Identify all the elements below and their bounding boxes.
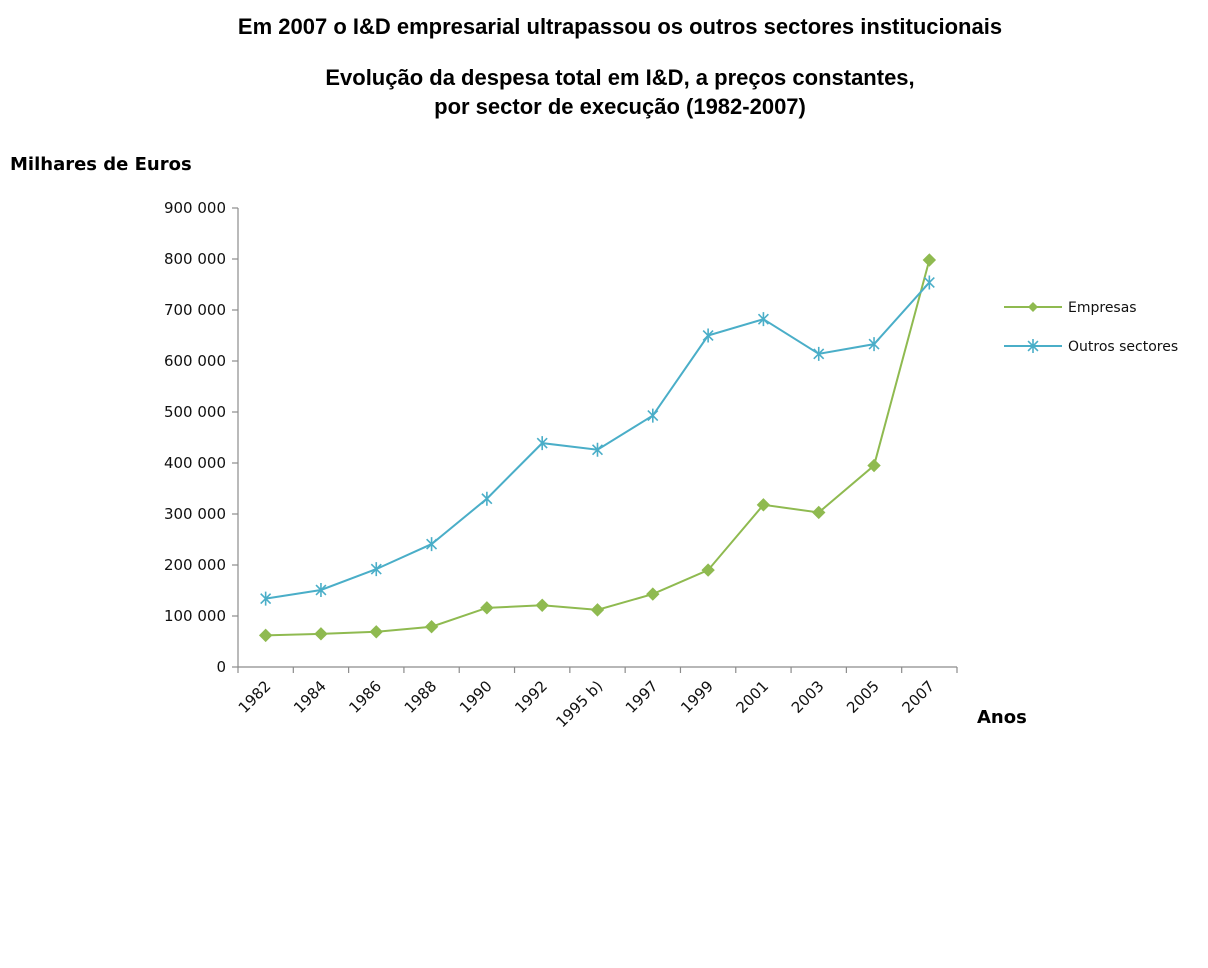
data-point-empresas: [314, 627, 328, 641]
data-point-outros-sectores: [813, 346, 825, 361]
data-point-empresas: [646, 587, 660, 601]
data-point-empresas: [701, 563, 715, 577]
y-tick-label: 200 000: [164, 556, 226, 574]
x-tick-label: 2007: [898, 677, 938, 717]
headline: Em 2007 o I&D empresarial ultrapassou os…: [237, 14, 1003, 39]
legend-label-empresas: Empresas: [1068, 300, 1137, 316]
x-tick-label: 1995 b): [552, 677, 606, 731]
data-point-empresas: [867, 458, 881, 473]
y-tick-label: 0: [216, 658, 226, 676]
x-tick-label: 2005: [843, 677, 883, 717]
y-tick-label: 600 000: [164, 352, 226, 370]
data-point-empresas: [369, 625, 383, 639]
legend-label-outros-sectores: Outros sectores: [1068, 339, 1178, 355]
data-point-outros-sectores: [868, 337, 880, 352]
x-tick-label: 1986: [345, 677, 385, 717]
y-tick-label: 700 000: [164, 301, 226, 319]
data-point-empresas: [480, 601, 494, 615]
data-point-empresas: [258, 628, 273, 643]
x-axis-title: Anos: [977, 707, 1027, 728]
chart-subtitle-line-2: por sector de execução (1982-2007): [434, 94, 806, 119]
data-point-outros-sectores: [370, 562, 382, 577]
x-tick-label: 1997: [622, 677, 662, 717]
y-axis-title: Milhares de Euros: [10, 154, 192, 175]
data-point-outros-sectores: [426, 537, 438, 552]
x-tick-label: 1992: [511, 677, 551, 717]
data-point-empresas: [424, 620, 439, 634]
chart-subtitle-line-1: Evolução da despesa total em I&D, a preç…: [325, 65, 915, 90]
data-point-outros-sectores: [647, 408, 659, 423]
legend-marker-empresas: [1028, 302, 1038, 312]
data-point-empresas: [535, 598, 549, 612]
y-tick-label: 300 000: [164, 505, 226, 523]
data-point-outros-sectores: [923, 275, 935, 290]
x-tick-label: 1999: [677, 677, 717, 717]
data-point-empresas: [922, 253, 937, 267]
x-tick-label: 2003: [788, 677, 828, 717]
y-tick-label: 800 000: [164, 250, 226, 268]
axes: 0 100 000 200 000 300 000 400 000 500 000 600 …: [164, 199, 958, 731]
data-point-outros-sectores: [757, 312, 769, 327]
data-point-empresas: [756, 498, 771, 512]
data-point-outros-sectores: [536, 436, 548, 451]
legend-marker-outros-sectores: [1027, 339, 1039, 353]
series-line-outros-sectores: [265, 281, 931, 600]
data-point-empresas: [812, 505, 826, 520]
data-point-empresas: [590, 603, 605, 617]
y-tick-label: 500 000: [164, 403, 226, 421]
x-tick-label: 1982: [235, 677, 275, 717]
x-tick-label: 1990: [456, 677, 496, 717]
y-tick-label: 400 000: [164, 454, 226, 472]
series-layer: [258, 253, 937, 643]
data-point-outros-sectores: [702, 328, 714, 343]
data-point-outros-sectores: [481, 491, 493, 506]
y-tick-label: 900 000: [164, 199, 226, 217]
x-tick-label: 1984: [290, 677, 330, 717]
y-tick-label: 100 000: [164, 607, 226, 625]
x-tick-label: 1988: [401, 677, 441, 717]
data-point-outros-sectores: [591, 442, 604, 457]
data-point-outros-sectores: [260, 591, 272, 606]
legend: Empresas Outros sectores: [1004, 300, 1178, 355]
data-point-outros-sectores: [315, 582, 327, 597]
x-tick-label: 2001: [733, 677, 773, 717]
